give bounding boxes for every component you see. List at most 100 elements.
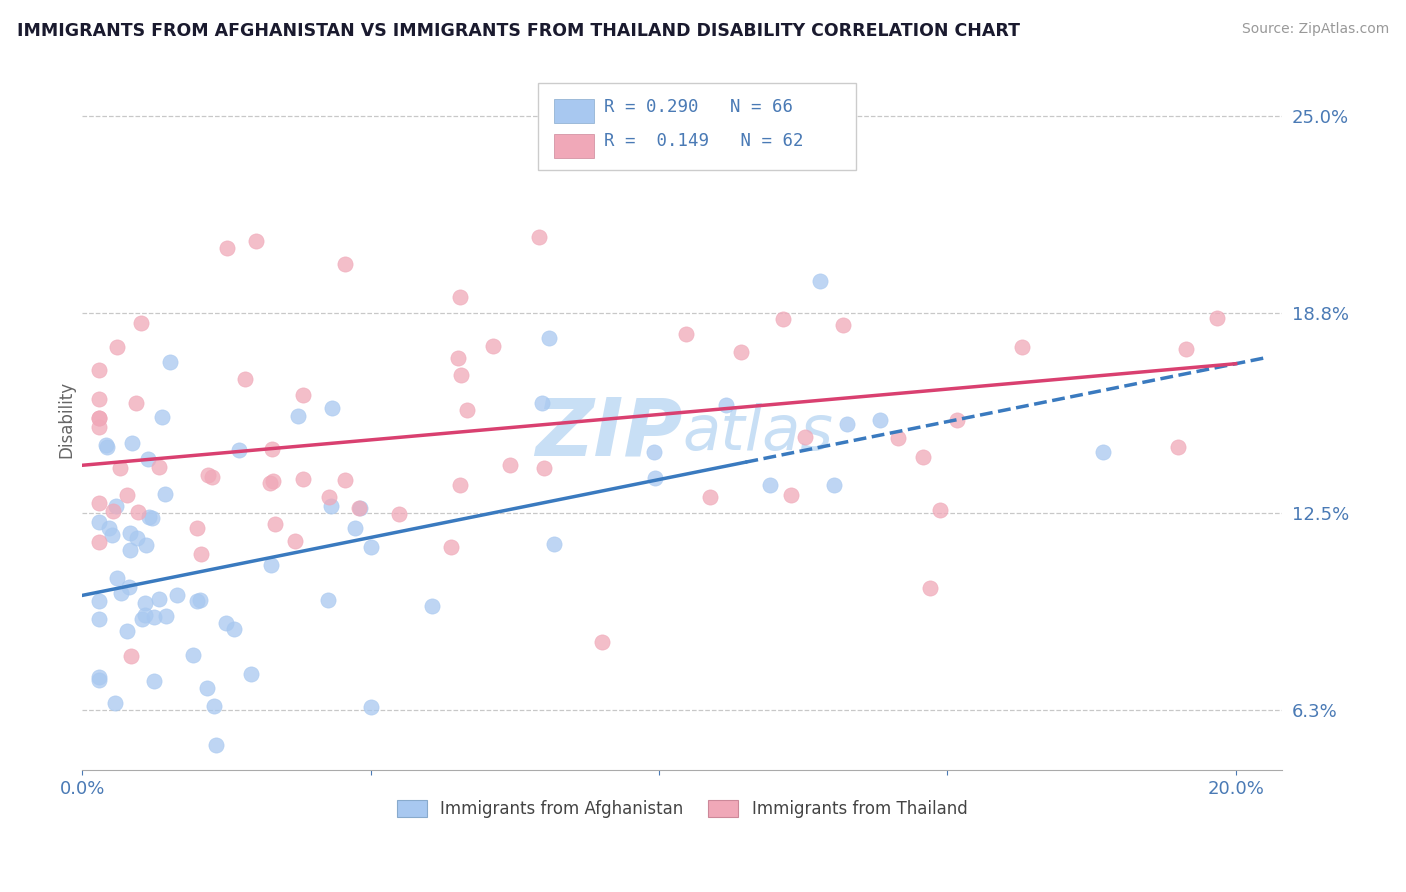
Point [101, 528, 124, 542]
Text: IMMIGRANTS FROM AFGHANISTAN VS IMMIGRANTS FROM THAILAND DISABILITY CORRELATION C: IMMIGRANTS FROM AFGHANISTAN VS IMMIGRANT… [17, 22, 1019, 40]
Point [89, 515, 111, 529]
Point [527, 230, 550, 244]
Point [643, 445, 665, 459]
Point [117, 624, 139, 639]
Point [482, 339, 505, 353]
Text: R = 0.290   N = 66: R = 0.290 N = 66 [605, 98, 793, 116]
Point [349, 500, 371, 515]
Point [262, 474, 284, 488]
Point [233, 372, 256, 386]
Point [118, 580, 141, 594]
Point [96, 440, 118, 454]
Text: Source: ZipAtlas.com: Source: ZipAtlas.com [1241, 22, 1389, 37]
Point [344, 521, 367, 535]
Point [115, 488, 138, 502]
Point [138, 510, 160, 524]
Point [793, 430, 815, 444]
Point [127, 531, 149, 545]
Point [136, 451, 159, 466]
Point [388, 508, 411, 522]
Point [190, 547, 212, 561]
Point [89, 612, 111, 626]
Point [89, 410, 111, 425]
Point [120, 649, 142, 664]
Point [420, 599, 443, 613]
Point [450, 368, 472, 382]
Point [538, 331, 561, 345]
Point [730, 344, 752, 359]
Point [166, 588, 188, 602]
Point [89, 670, 111, 684]
Point [716, 398, 738, 412]
Point [89, 594, 111, 608]
Point [591, 634, 613, 648]
Point [98, 521, 121, 535]
Point [699, 490, 721, 504]
Point [108, 460, 131, 475]
Point [143, 673, 166, 688]
Point [135, 538, 157, 552]
Point [141, 510, 163, 524]
Point [912, 450, 935, 465]
Point [316, 593, 339, 607]
Point [1011, 340, 1033, 354]
Point [333, 473, 356, 487]
Point [675, 327, 697, 342]
Point [499, 458, 522, 473]
Point [224, 622, 246, 636]
Point [287, 409, 309, 424]
Point [928, 503, 950, 517]
Point [360, 540, 382, 554]
FancyBboxPatch shape [554, 99, 595, 122]
Point [121, 435, 143, 450]
Point [103, 504, 125, 518]
Text: atlas: atlas [682, 403, 832, 463]
Point [125, 396, 148, 410]
Point [188, 593, 211, 607]
Point [201, 470, 224, 484]
Point [869, 413, 891, 427]
Point [89, 410, 111, 425]
Point [245, 235, 267, 249]
Point [131, 316, 153, 330]
Point [186, 594, 208, 608]
Point [120, 526, 142, 541]
Point [808, 274, 831, 288]
Point [103, 696, 125, 710]
Point [183, 648, 205, 663]
Point [772, 312, 794, 326]
Point [831, 318, 853, 332]
Point [215, 241, 238, 255]
Point [333, 258, 356, 272]
Point [349, 500, 371, 515]
Point [89, 535, 111, 549]
Point [284, 533, 307, 548]
Point [264, 517, 287, 532]
Point [837, 417, 859, 432]
Point [215, 615, 238, 630]
Point [321, 401, 343, 416]
Point [89, 420, 111, 434]
Point [94, 438, 117, 452]
FancyBboxPatch shape [538, 83, 856, 170]
Point [1206, 311, 1229, 326]
Point [321, 499, 343, 513]
Point [447, 351, 470, 365]
Text: ZIP: ZIP [534, 394, 682, 472]
Point [148, 591, 170, 606]
Point [823, 478, 845, 492]
Point [456, 403, 478, 417]
Point [449, 478, 471, 492]
Point [204, 738, 226, 752]
Point [159, 355, 181, 369]
Point [318, 491, 340, 505]
Point [533, 461, 555, 475]
Point [240, 666, 263, 681]
Point [260, 558, 283, 572]
Point [105, 340, 128, 354]
Point [1167, 440, 1189, 454]
Point [644, 471, 666, 485]
Point [89, 363, 111, 377]
Point [153, 486, 176, 500]
Point [440, 540, 463, 554]
